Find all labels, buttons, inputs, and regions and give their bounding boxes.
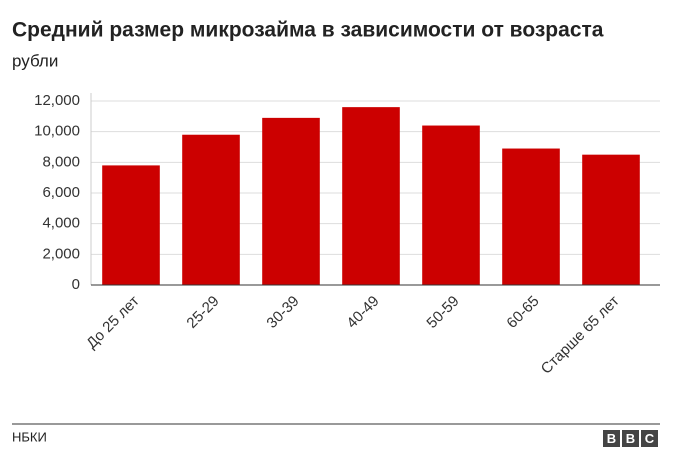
bar — [262, 117, 320, 285]
x-tick-label: 50-59 — [423, 293, 462, 332]
bar — [342, 107, 400, 285]
x-tick-label: 60-65 — [503, 293, 542, 332]
x-tick-label: До 25 лет — [83, 293, 143, 353]
logo-letter: B — [626, 431, 635, 446]
bar — [582, 154, 640, 285]
x-tick-label: Старше 65 лет — [538, 293, 623, 378]
y-tick-label: 8,000 — [42, 153, 80, 170]
logo-letter: B — [607, 431, 616, 446]
logo-letter: C — [645, 431, 655, 446]
bar — [422, 125, 480, 286]
logo-box — [641, 430, 658, 447]
x-tick-label: 30-39 — [263, 293, 302, 332]
source: НБКИ — [12, 429, 47, 444]
bar — [102, 165, 160, 285]
y-tick-label: 6,000 — [42, 184, 80, 201]
chart-subtitle: рубли — [12, 51, 58, 70]
y-tick-label: 12,000 — [34, 92, 80, 109]
logo-box — [622, 430, 639, 447]
y-tick-label: 4,000 — [42, 215, 80, 232]
x-tick-label: 25-29 — [183, 293, 222, 332]
x-tick-label: 40-49 — [343, 293, 382, 332]
y-tick-label: 2,000 — [42, 245, 80, 262]
chart-title: Средний размер микрозайма в зависимости … — [12, 19, 604, 42]
bar — [502, 148, 560, 285]
logo-box — [603, 430, 620, 447]
y-tick-label: 10,000 — [34, 123, 80, 140]
y-tick-label: 0 — [72, 276, 80, 293]
bar — [182, 134, 240, 285]
